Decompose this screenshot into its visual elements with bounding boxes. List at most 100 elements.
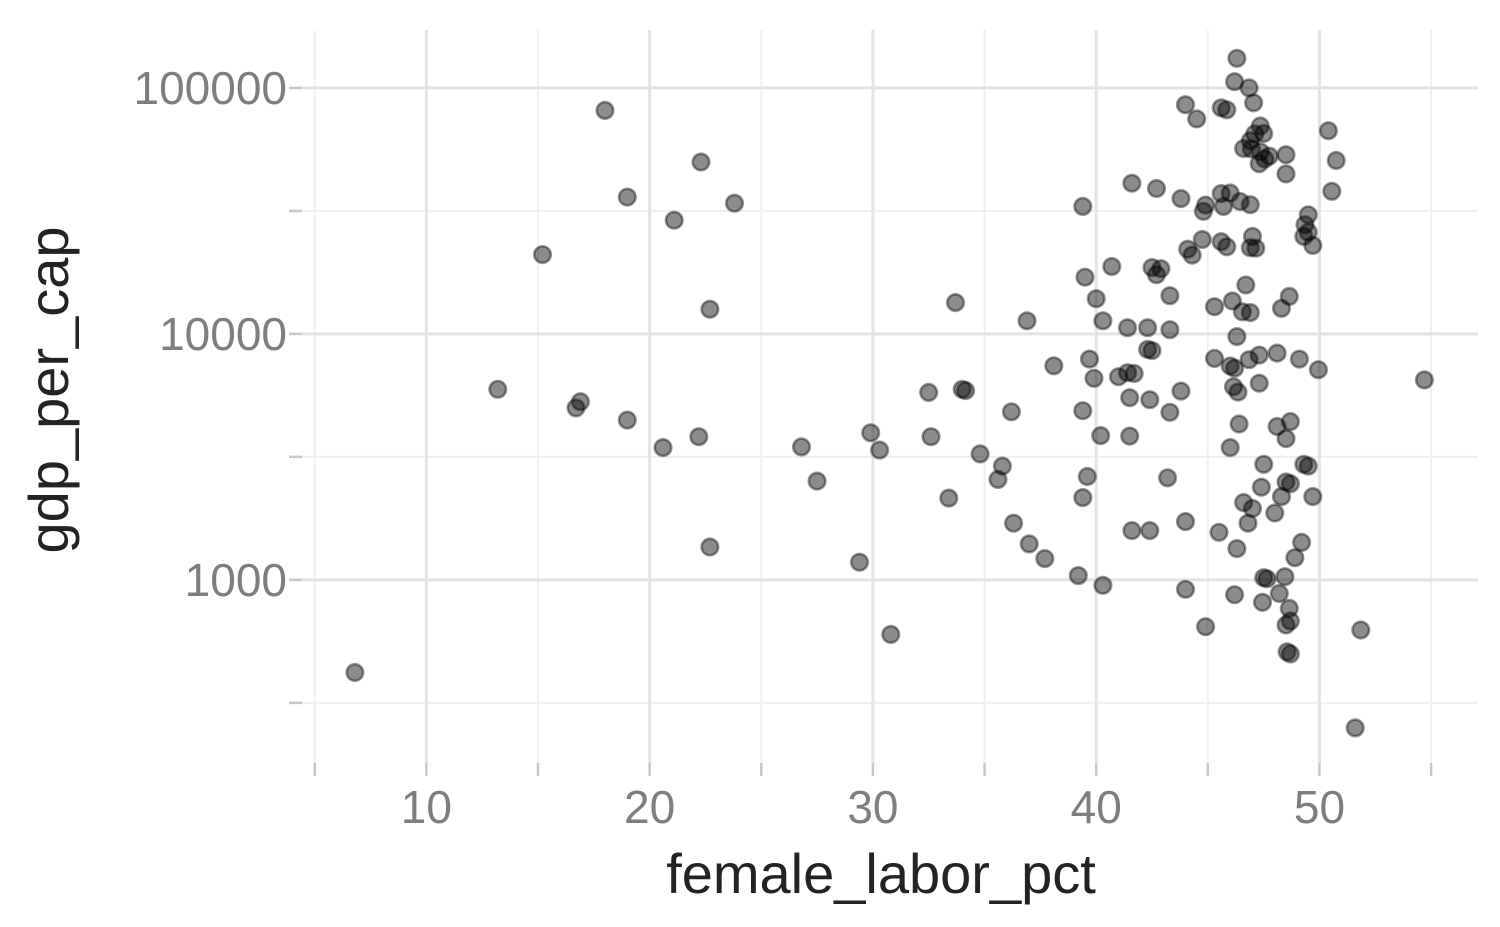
data-point[interactable] xyxy=(919,382,939,403)
data-point[interactable] xyxy=(1175,511,1196,532)
data-point[interactable] xyxy=(1117,318,1138,338)
data-point[interactable] xyxy=(1294,226,1314,246)
data-point[interactable] xyxy=(1227,48,1247,68)
data-point[interactable] xyxy=(881,624,901,645)
data-point[interactable] xyxy=(1245,124,1265,144)
data-point[interactable] xyxy=(1240,195,1260,215)
data-point[interactable] xyxy=(1326,150,1346,171)
data-point[interactable] xyxy=(1285,548,1305,568)
data-point[interactable] xyxy=(1279,598,1299,619)
data-point[interactable] xyxy=(1146,265,1167,285)
data-point[interactable] xyxy=(1204,297,1225,317)
data-point[interactable] xyxy=(1160,402,1180,422)
data-point[interactable] xyxy=(1142,341,1162,361)
data-point[interactable] xyxy=(1211,232,1231,252)
data-point[interactable] xyxy=(945,293,966,313)
data-point[interactable] xyxy=(1122,520,1142,541)
data-point[interactable] xyxy=(570,392,591,412)
data-point[interactable] xyxy=(1122,173,1142,193)
data-point[interactable] xyxy=(1102,256,1122,277)
data-point[interactable] xyxy=(1117,363,1138,383)
data-point[interactable] xyxy=(1289,349,1309,369)
data-point[interactable] xyxy=(1093,575,1113,595)
data-point[interactable] xyxy=(1238,513,1258,533)
data-point[interactable] xyxy=(1175,95,1196,115)
data-point[interactable] xyxy=(1220,356,1240,376)
data-point[interactable] xyxy=(1232,302,1252,322)
data-point[interactable] xyxy=(1276,472,1296,492)
data-point[interactable] xyxy=(1249,154,1269,174)
data-point[interactable] xyxy=(1239,78,1259,98)
data-point[interactable] xyxy=(1271,487,1292,507)
data-point[interactable] xyxy=(1068,565,1088,586)
data-point[interactable] xyxy=(1276,615,1296,635)
data-point[interactable] xyxy=(921,427,941,447)
data-point[interactable] xyxy=(1240,131,1260,151)
data-point[interactable] xyxy=(1160,286,1180,306)
data-point[interactable] xyxy=(1193,201,1213,221)
data-point[interactable] xyxy=(653,438,673,458)
data-point[interactable] xyxy=(1175,579,1196,599)
data-point[interactable] xyxy=(1222,291,1242,311)
data-point[interactable] xyxy=(1322,181,1342,201)
data-point[interactable] xyxy=(700,299,720,319)
data-point[interactable] xyxy=(1019,534,1039,554)
data-point[interactable] xyxy=(1120,388,1140,408)
data-point[interactable] xyxy=(1151,259,1171,279)
data-point[interactable] xyxy=(1187,109,1207,129)
data-point[interactable] xyxy=(1275,567,1295,587)
data-point[interactable] xyxy=(1240,238,1260,258)
data-point[interactable] xyxy=(1351,620,1371,640)
data-point[interactable] xyxy=(1227,327,1247,347)
data-point[interactable] xyxy=(849,552,870,572)
data-point[interactable] xyxy=(1267,343,1287,363)
data-point[interactable] xyxy=(617,187,637,207)
data-point[interactable] xyxy=(700,537,720,557)
data-point[interactable] xyxy=(345,662,365,683)
data-point[interactable] xyxy=(1280,412,1300,432)
data-point[interactable] xyxy=(1217,237,1237,257)
data-point[interactable] xyxy=(1243,93,1264,113)
data-point[interactable] xyxy=(1276,164,1296,184)
data-point[interactable] xyxy=(1073,196,1093,216)
data-point[interactable] xyxy=(1108,367,1129,387)
data-point[interactable] xyxy=(1073,401,1093,421)
data-point[interactable] xyxy=(1224,358,1245,378)
data-point[interactable] xyxy=(1220,438,1240,458)
data-point[interactable] xyxy=(1044,356,1064,376)
data-point[interactable] xyxy=(1086,289,1106,309)
data-point[interactable] xyxy=(1120,426,1140,446)
data-point[interactable] xyxy=(1230,192,1250,212)
data-point[interactable] xyxy=(939,488,959,508)
data-point[interactable] xyxy=(1211,98,1231,118)
data-point[interactable] xyxy=(1280,611,1300,631)
data-point[interactable] xyxy=(1228,382,1248,402)
data-point[interactable] xyxy=(1229,414,1249,434)
data-point[interactable] xyxy=(1276,429,1296,449)
data-point[interactable] xyxy=(1017,311,1037,331)
data-point[interactable] xyxy=(1294,454,1314,474)
data-point[interactable] xyxy=(1239,350,1259,370)
data-point[interactable] xyxy=(988,469,1008,490)
data-point[interactable] xyxy=(1242,226,1263,246)
data-point[interactable] xyxy=(1414,370,1434,390)
data-point[interactable] xyxy=(1001,402,1022,422)
data-point[interactable] xyxy=(1075,267,1095,287)
data-point[interactable] xyxy=(1224,585,1245,605)
data-point[interactable] xyxy=(1249,373,1269,393)
data-point[interactable] xyxy=(1146,178,1167,199)
data-point[interactable] xyxy=(1236,275,1256,295)
data-point[interactable] xyxy=(1303,235,1323,255)
data-point[interactable] xyxy=(1195,617,1216,637)
data-point[interactable] xyxy=(1254,123,1274,144)
data-point[interactable] xyxy=(1265,503,1285,523)
data-point[interactable] xyxy=(1077,466,1097,487)
data-point[interactable] xyxy=(1298,456,1318,476)
data-point[interactable] xyxy=(1251,477,1271,497)
data-point[interactable] xyxy=(1137,339,1158,360)
data-point[interactable] xyxy=(1220,183,1240,203)
data-point[interactable] xyxy=(869,440,890,460)
data-point[interactable] xyxy=(1209,522,1229,542)
data-point[interactable] xyxy=(617,410,637,430)
data-point[interactable] xyxy=(807,471,827,491)
